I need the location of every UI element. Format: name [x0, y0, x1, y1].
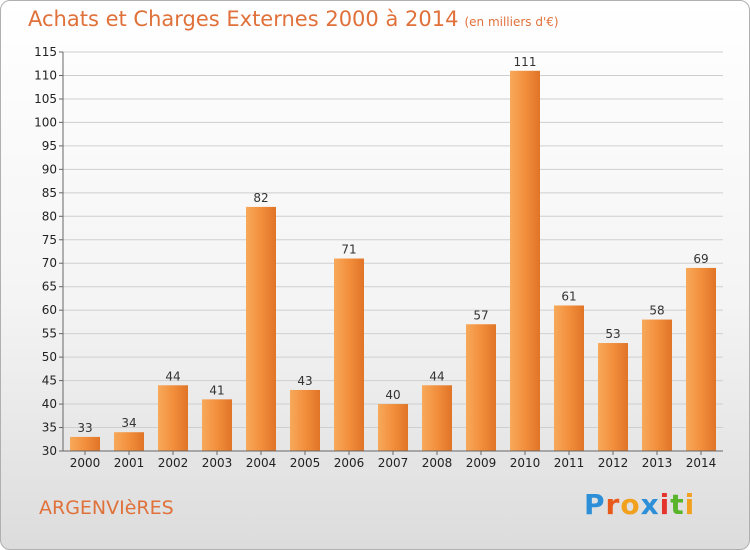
chart-title-text: Achats et Charges Externes 2000 à 2014: [28, 7, 459, 31]
y-tick-label: 80: [42, 209, 57, 223]
bar-value-label: 41: [209, 383, 224, 397]
x-tick-label: 2007: [378, 456, 409, 470]
bar-value-label: 58: [649, 304, 664, 318]
x-tick-label: 2005: [290, 456, 321, 470]
commune-name: ARGENVIèRES: [39, 497, 174, 519]
y-tick-label: 65: [42, 280, 57, 294]
bar-2002: [158, 385, 188, 451]
y-tick-label: 100: [34, 115, 57, 129]
bar-2014: [686, 267, 716, 451]
bar-value-label: 44: [429, 369, 444, 383]
bar-2005: [290, 389, 320, 451]
bar-value-label: 33: [77, 421, 92, 435]
y-tick-label: 95: [42, 139, 57, 153]
y-tick-label: 30: [42, 444, 57, 458]
bar-value-label: 34: [121, 416, 136, 430]
x-tick-label: 2012: [598, 456, 629, 470]
y-tick-label: 60: [42, 303, 57, 317]
y-tick-label: 110: [34, 68, 57, 82]
x-tick-label: 2003: [202, 456, 233, 470]
logo-letter: t: [670, 488, 685, 521]
chart-title: Achats et Charges Externes 2000 à 2014 (e…: [28, 7, 559, 31]
x-tick-label: 2002: [158, 456, 189, 470]
bar-value-label: 40: [385, 388, 400, 402]
x-tick-label: 2014: [686, 456, 717, 470]
bar-2011: [554, 305, 584, 451]
bar-2003: [202, 399, 232, 451]
bar-value-label: 82: [253, 191, 268, 205]
bar-2001: [114, 432, 144, 451]
bar-2012: [598, 343, 628, 451]
logo-letter: r: [605, 488, 621, 521]
bar-value-label: 69: [693, 252, 708, 266]
y-tick-label: 75: [42, 233, 57, 247]
x-tick-label: 2001: [114, 456, 145, 470]
x-tick-label: 2004: [246, 456, 277, 470]
bar-value-label: 43: [297, 374, 312, 388]
y-tick-label: 50: [42, 350, 57, 364]
bar-value-label: 53: [605, 327, 620, 341]
logo-letter: P: [584, 488, 606, 521]
bar-2008: [422, 385, 452, 451]
y-tick-label: 45: [42, 374, 57, 388]
bar-2007: [378, 404, 408, 451]
bar-2013: [642, 319, 672, 451]
bar-2010: [510, 70, 540, 451]
x-tick-label: 2000: [70, 456, 101, 470]
x-tick-label: 2008: [422, 456, 453, 470]
logo-letter: o: [620, 488, 641, 521]
logo-letter: i: [659, 488, 671, 521]
y-tick-label: 90: [42, 162, 57, 176]
bar-value-label: 71: [341, 243, 356, 257]
bars: 33 34 44 41 82 43 71 40 44 57 111 61 53 58 69: [70, 55, 716, 451]
x-tick-label: 2011: [554, 456, 585, 470]
bar-2009: [466, 324, 496, 451]
axes: 30 35 40 45 50 55 60 65 70 75 80 85 90 95 100 105 110 115…: [34, 45, 723, 470]
x-tick-label: 2010: [510, 456, 541, 470]
y-tick-label: 70: [42, 256, 57, 270]
y-tick-label: 40: [42, 397, 57, 411]
x-tick-label: 2009: [466, 456, 497, 470]
bar-value-label: 61: [561, 289, 576, 303]
y-tick-label: 55: [42, 327, 57, 341]
bar-2006: [334, 258, 364, 451]
logo-letter: x: [640, 488, 660, 521]
x-tick-label: 2013: [642, 456, 673, 470]
chart-subtitle: (en milliers d'€): [464, 15, 559, 29]
y-tick-label: 105: [34, 92, 57, 106]
bar-value-label: 111: [514, 55, 537, 69]
bar-2004: [246, 206, 276, 451]
proxiti-logo: Proxiti: [584, 488, 695, 521]
bar-2000: [70, 436, 100, 451]
logo-letter: i: [684, 488, 696, 521]
y-tick-label: 115: [34, 45, 57, 59]
y-tick-label: 35: [42, 421, 57, 435]
y-tick-label: 85: [42, 186, 57, 200]
bar-value-label: 44: [165, 369, 180, 383]
bar-value-label: 57: [473, 308, 488, 322]
x-tick-label: 2006: [334, 456, 365, 470]
